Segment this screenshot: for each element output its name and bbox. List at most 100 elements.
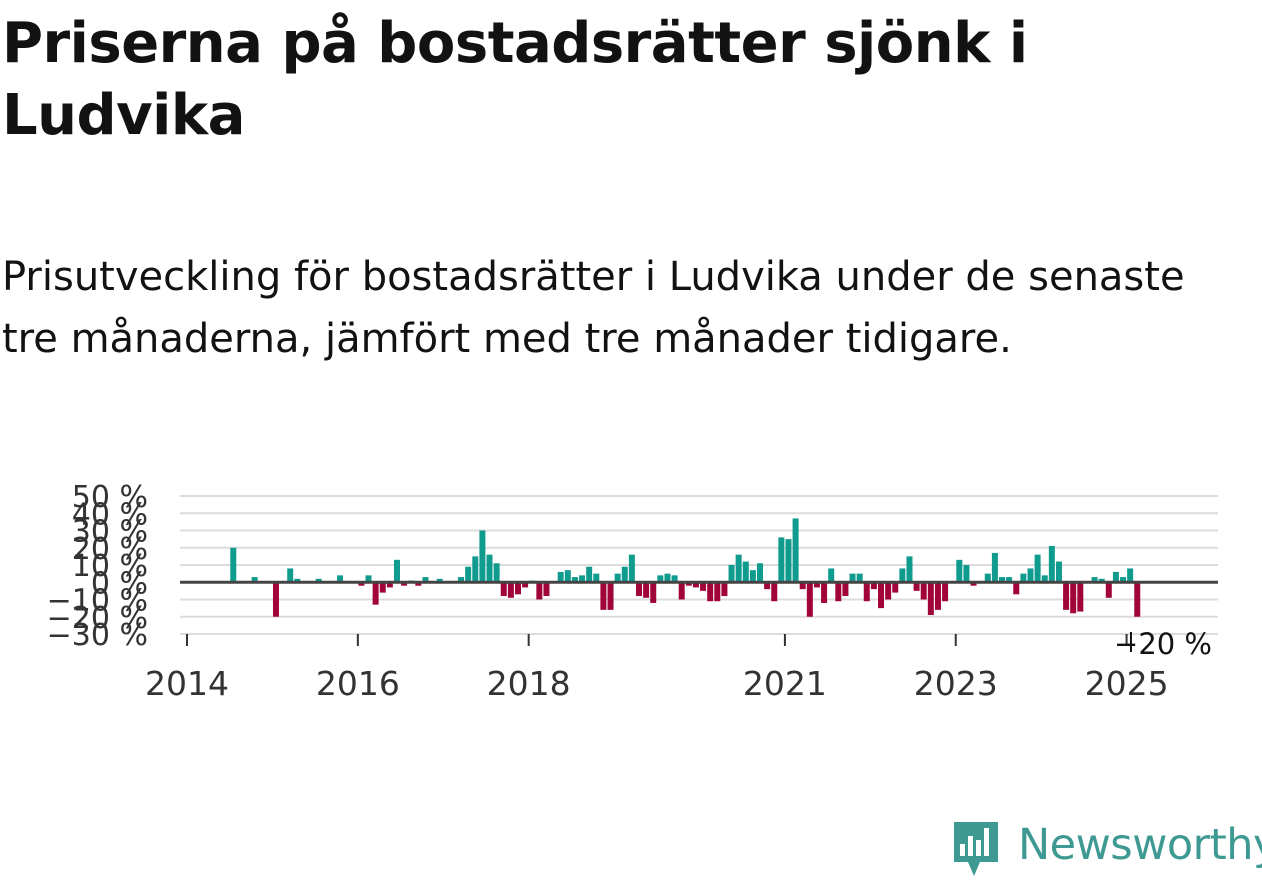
bar — [415, 582, 422, 586]
bar — [742, 561, 749, 583]
x-tick-label: 2025 — [1085, 664, 1169, 703]
y-tick-label: −30 % — [47, 618, 148, 653]
x-tick-label: 2021 — [743, 664, 827, 703]
chart-subtitle: Prisutveckling för bostadsrätter i Ludvi… — [2, 254, 1185, 362]
bar — [1098, 578, 1105, 583]
bar — [899, 568, 906, 583]
bar — [999, 577, 1006, 583]
bar — [771, 582, 778, 602]
bar — [472, 556, 479, 583]
bar — [685, 582, 692, 586]
bar — [479, 530, 486, 583]
newsworthy-logo-text: Newsworthy — [1018, 820, 1262, 870]
bar — [593, 573, 600, 583]
bar — [792, 518, 799, 583]
bar — [878, 582, 885, 609]
bar — [621, 566, 628, 583]
bar — [230, 547, 237, 583]
bar — [913, 582, 920, 591]
bar — [757, 563, 764, 583]
x-tick-label: 2018 — [487, 664, 571, 703]
bar — [571, 577, 578, 583]
bar — [728, 565, 735, 583]
newsworthy-logo: Newsworthy — [950, 818, 1262, 878]
bar — [806, 582, 813, 617]
bar — [600, 582, 607, 610]
newsworthy-logo-icon — [954, 822, 998, 876]
bar — [287, 568, 294, 583]
bar — [365, 575, 372, 583]
bar — [870, 582, 877, 590]
bar — [465, 566, 472, 583]
last-value-label: −20 % — [1114, 627, 1212, 661]
bar — [579, 575, 586, 583]
bar — [536, 582, 543, 600]
y-tick-label: 20 % — [72, 532, 148, 567]
bar — [657, 575, 664, 583]
bar — [628, 554, 635, 583]
bar — [1134, 582, 1141, 617]
bar — [393, 559, 400, 583]
bar — [272, 582, 279, 617]
bar — [692, 582, 699, 588]
bar — [942, 582, 949, 602]
bar — [1013, 582, 1020, 595]
bar — [1070, 582, 1077, 614]
bar — [422, 577, 429, 583]
bar — [849, 573, 856, 583]
bar — [1091, 577, 1098, 583]
y-tick-label: −10 % — [47, 584, 148, 619]
bar — [401, 582, 408, 586]
bar — [564, 570, 571, 583]
bar — [671, 575, 678, 583]
bar — [920, 582, 927, 600]
y-tick-label: 40 % — [72, 497, 148, 532]
bar — [1034, 554, 1041, 583]
bar — [379, 582, 386, 593]
bar — [1027, 568, 1034, 583]
bar — [514, 582, 521, 595]
bar — [799, 582, 806, 590]
bar — [1041, 575, 1048, 583]
y-tick-label: 0 % — [91, 566, 148, 601]
bar — [1127, 568, 1134, 583]
bar — [956, 559, 963, 583]
bar — [885, 582, 892, 600]
bar — [664, 573, 671, 583]
bar — [906, 556, 913, 583]
bar — [863, 582, 870, 602]
y-tick-label: 30 % — [72, 515, 148, 550]
bar — [821, 582, 828, 603]
bar — [436, 578, 443, 583]
bar — [1120, 577, 1127, 583]
bar — [991, 552, 998, 583]
bar — [934, 582, 941, 610]
x-tick-label: 2023 — [914, 664, 998, 703]
bar — [543, 582, 550, 597]
bar — [315, 578, 322, 583]
bar — [1063, 582, 1070, 610]
y-tick-label: 50 % — [72, 480, 148, 515]
bar — [700, 582, 707, 591]
bar — [842, 582, 849, 597]
bar — [1112, 571, 1119, 583]
bar — [1105, 582, 1112, 598]
bar — [813, 582, 820, 588]
bar — [294, 578, 301, 583]
chart-title: Priserna på bostadsrätter sjönk i Ludvik… — [2, 11, 1028, 148]
bar — [749, 570, 756, 583]
bar — [678, 582, 685, 600]
bar — [614, 573, 621, 583]
bar — [721, 582, 728, 597]
bar — [557, 571, 564, 583]
bar — [970, 582, 977, 586]
bar — [386, 582, 393, 588]
bar — [251, 577, 258, 583]
bar — [1077, 582, 1084, 612]
bar — [607, 582, 614, 610]
y-tick-label: −20 % — [47, 601, 148, 636]
bar — [586, 566, 593, 583]
bar — [1020, 573, 1027, 583]
bar — [778, 537, 785, 583]
bar — [1048, 546, 1055, 583]
